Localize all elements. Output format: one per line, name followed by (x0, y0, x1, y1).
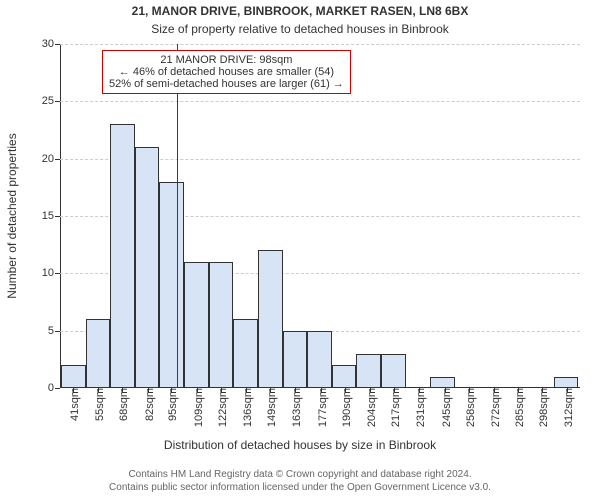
histogram-bar (184, 262, 209, 388)
x-tick-label: 190sqm (337, 388, 353, 427)
y-tick-label: 25 (42, 95, 60, 107)
x-tick-label: 312sqm (559, 388, 575, 427)
x-tick-label: 109sqm (189, 388, 205, 427)
x-tick-label: 68sqm (114, 388, 130, 421)
y-tick-label: 15 (42, 210, 60, 222)
x-tick-label: 245sqm (437, 388, 453, 427)
x-tick-label: 41sqm (65, 388, 81, 421)
y-tick-label: 10 (42, 267, 60, 279)
histogram-bar (135, 147, 160, 388)
annotation-line2: ← 46% of detached houses are smaller (54… (109, 66, 344, 78)
footer-line2: Contains public sector information licen… (109, 482, 491, 493)
title-address: 21, MANOR DRIVE, BINBROOK, MARKET RASEN,… (0, 4, 600, 18)
histogram-bar (86, 319, 111, 388)
x-tick-label: 285sqm (510, 388, 526, 427)
x-tick-label: 272sqm (486, 388, 502, 427)
histogram-bar (283, 331, 308, 388)
x-tick-label: 217sqm (386, 388, 402, 427)
x-tick-label: 204sqm (362, 388, 378, 427)
x-axis-label: Distribution of detached houses by size … (0, 438, 600, 452)
annotation-callout: 21 MANOR DRIVE: 98sqm← 46% of detached h… (102, 50, 351, 94)
chart-plot-area: 05101520253041sqm55sqm68sqm82sqm95sqm109… (60, 44, 580, 388)
y-tick-label: 5 (48, 325, 60, 337)
histogram-bar (233, 319, 258, 388)
x-tick-label: 163sqm (287, 388, 303, 427)
x-tick-label: 177sqm (313, 388, 329, 427)
histogram-bar (307, 331, 332, 388)
annotation-line3: 52% of semi-detached houses are larger (… (109, 78, 344, 90)
x-tick-label: 231sqm (411, 388, 427, 427)
histogram-bar (332, 365, 357, 388)
x-tick-label: 95sqm (163, 388, 179, 421)
histogram-bar (110, 124, 135, 388)
y-tick-label: 0 (48, 382, 60, 394)
x-tick-label: 149sqm (262, 388, 278, 427)
y-tick-label: 20 (42, 153, 60, 165)
footer-line1: Contains HM Land Registry data © Crown c… (128, 469, 471, 480)
histogram-bar (430, 377, 455, 388)
grid-line (60, 101, 580, 102)
title-subtitle: Size of property relative to detached ho… (0, 22, 600, 36)
x-tick-label: 258sqm (461, 388, 477, 427)
histogram-bar (258, 250, 283, 388)
footer-attribution: Contains HM Land Registry data © Crown c… (0, 468, 600, 494)
histogram-bar (554, 377, 579, 388)
x-tick-label: 136sqm (238, 388, 254, 427)
y-axis-label: Number of detached properties (5, 133, 19, 298)
histogram-bar (61, 365, 86, 388)
histogram-bar (381, 354, 406, 388)
annotation-line1: 21 MANOR DRIVE: 98sqm (109, 54, 344, 66)
y-tick-label: 30 (42, 38, 60, 50)
x-tick-label: 122sqm (213, 388, 229, 427)
x-tick-label: 298sqm (534, 388, 550, 427)
x-tick-label: 55sqm (90, 388, 106, 421)
x-tick-label: 82sqm (140, 388, 156, 421)
property-marker-line (177, 44, 178, 388)
histogram-bar (356, 354, 381, 388)
histogram-bar (209, 262, 234, 388)
histogram-bar (159, 182, 184, 388)
grid-line (60, 44, 580, 45)
